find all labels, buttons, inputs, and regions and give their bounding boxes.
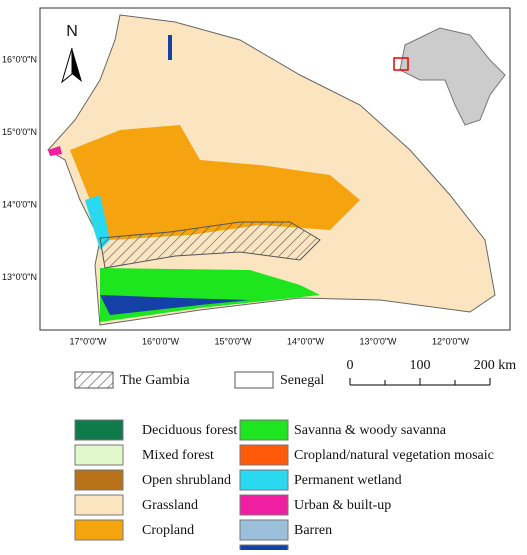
latitude-label: 13°0'0"N [2,272,37,282]
legend-label: Mixed forest [142,448,214,463]
latitude-label: 15°0'0"N [2,127,37,137]
north-label: N [66,23,78,40]
longitude-label: 15°0'0"W [214,336,252,346]
longitude-label: 12°0'0"W [432,336,470,346]
longitude-label: 13°0'0"W [359,336,397,346]
legend-swatch [74,519,124,541]
gambia-outline [99,221,321,269]
latitude-label: 14°0'0"N [2,199,37,209]
gambia-swatch [74,371,114,389]
legend-label: Savanna & woody savanna [294,423,447,438]
legend-swatch [239,544,289,555]
legend-label: Urban & built-up [294,498,391,513]
north-arrow [61,47,82,84]
legend-label: Permanent wetland [294,473,402,488]
legend-label: Barren [294,523,332,538]
legend-swatch [74,444,124,466]
scale-label: 200 km [474,358,517,373]
legend-label: Open shrubland [142,473,231,488]
legend-swatch [74,494,124,516]
legend-swatch [239,494,289,516]
legend-swatch [74,419,124,441]
scale-label: 100 [410,358,431,373]
legend-swatch [239,419,289,441]
wetland-area [85,195,110,250]
boundary-label: Senegal [280,373,324,388]
longitude-label: 14°0'0"W [287,336,325,346]
longitude-label: 17°0'0"W [69,336,107,346]
scale-label: 0 [347,358,354,373]
urban-area [48,146,62,156]
senegal-swatch [234,371,274,389]
longitude-label: 16°0'0"W [142,336,180,346]
africa-inset [393,27,506,126]
legend-label: Grassland [142,498,198,513]
legend-swatch [74,469,124,491]
legend-swatch [239,519,289,541]
legend-swatch [239,469,289,491]
legend-swatch [239,444,289,466]
cropland-area [70,125,360,240]
scale-bar [349,378,491,386]
latitude-label: 16°0'0"N [2,54,37,64]
boundary-label: The Gambia [120,373,190,388]
legend-label: Cropland [142,523,194,538]
river-area [100,295,250,315]
lake-area [168,35,172,60]
legend-label: Deciduous forest [142,423,237,438]
legend-label: Cropland/natural vegetation mosaic [294,448,494,463]
